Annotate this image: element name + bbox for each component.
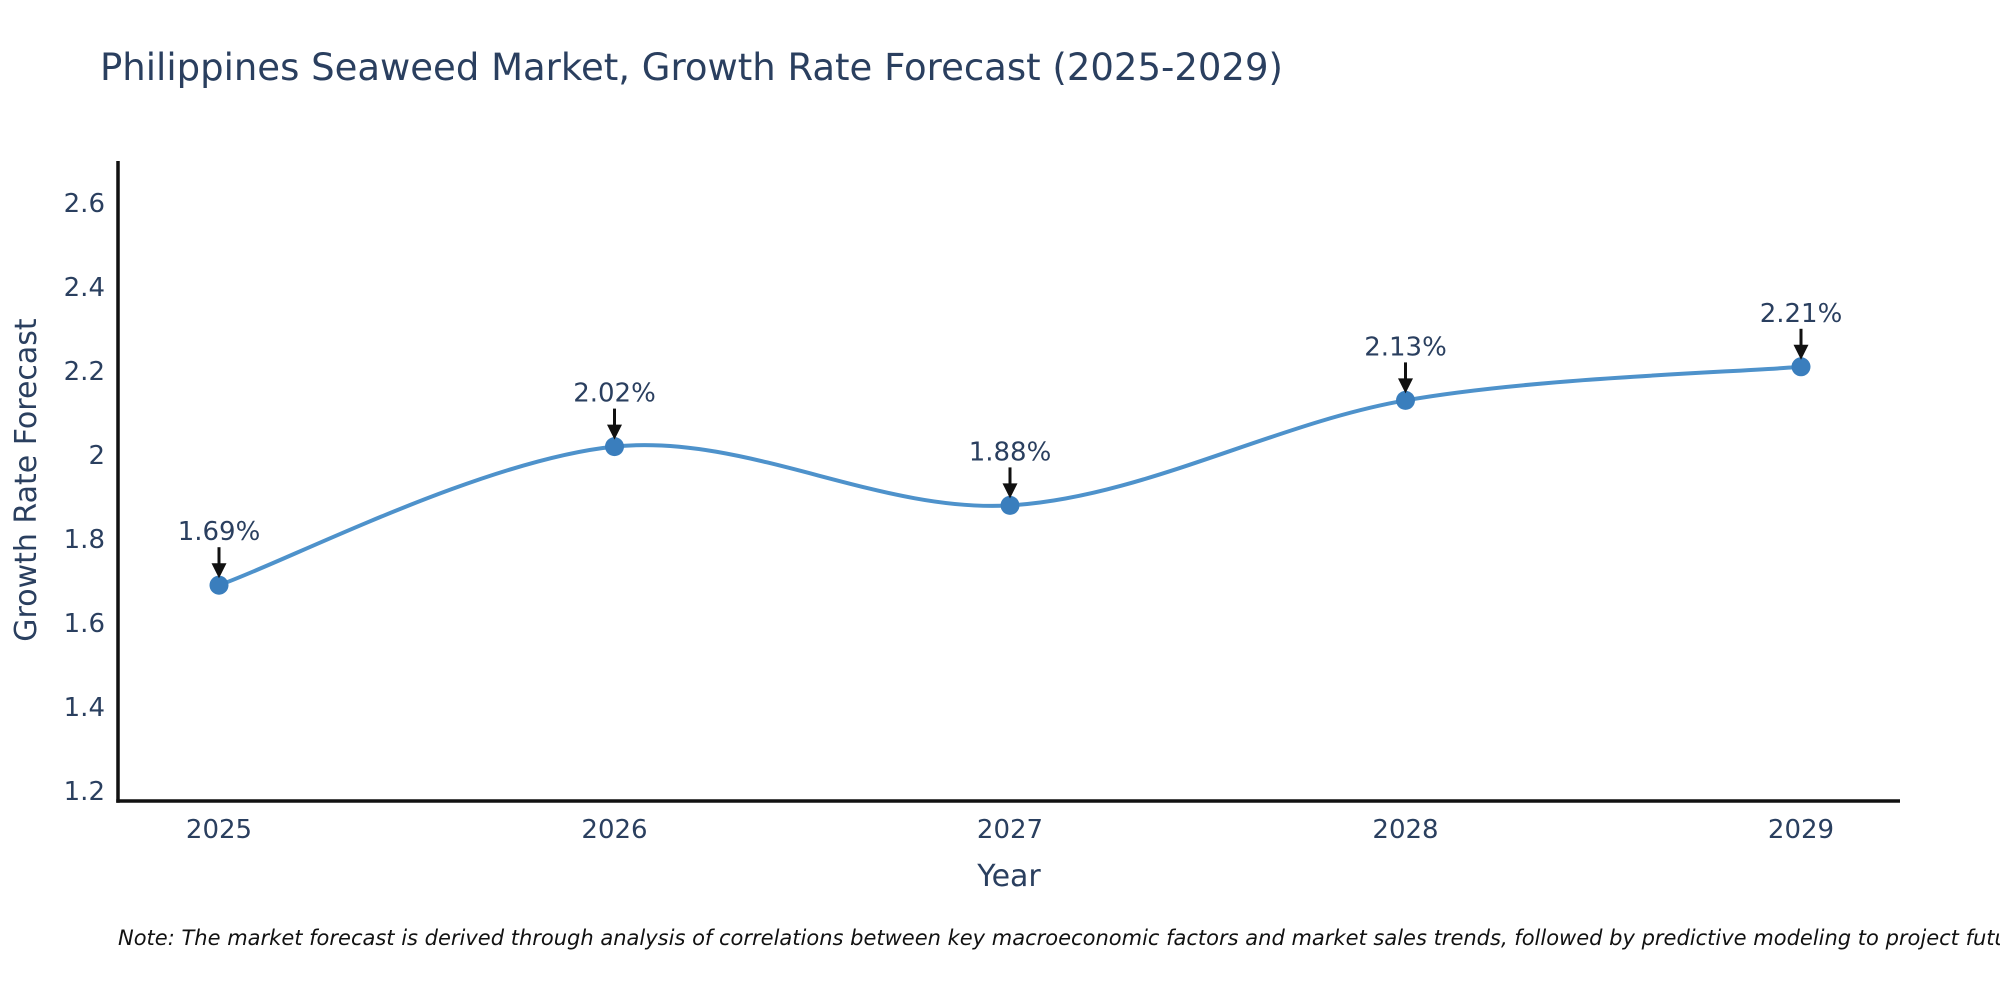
point-annotation-label: 2.21% <box>1760 299 1843 329</box>
note-text: Note: The market forecast is derived thr… <box>118 926 2000 950</box>
y-axis-title: Growth Rate Forecast <box>9 318 44 642</box>
annotation-arrow-head <box>1002 483 1018 499</box>
data-point-marker <box>209 575 229 595</box>
point-annotation-label: 2.02% <box>573 379 656 409</box>
data-point-marker <box>1791 357 1811 377</box>
x-tick-label: 2028 <box>1372 815 1438 845</box>
y-tick-label: 2.4 <box>64 273 105 303</box>
point-annotation-label: 2.13% <box>1364 332 1447 362</box>
y-tick-label: 1.8 <box>64 525 105 555</box>
x-axis-title: Year <box>976 859 1041 894</box>
chart-title: Philippines Seaweed Market, Growth Rate … <box>100 46 1283 89</box>
y-tick-label: 1.4 <box>64 693 105 723</box>
plot-series-group: 1.2 1.4 1.6 1.8 2 2.2 2.4 2.6 2025 2026 2027 2028 20… <box>64 161 1900 845</box>
data-point-marker <box>1000 495 1020 515</box>
y-tick-label: 2.2 <box>64 357 105 387</box>
x-tick-label: 2027 <box>977 815 1043 845</box>
annotation-arrow-head <box>1398 378 1413 394</box>
annotation-arrow-head <box>1793 344 1809 360</box>
y-tick-label: 2.6 <box>64 189 105 219</box>
y-tick-label: 1.2 <box>64 777 105 807</box>
point-annotation-label: 1.88% <box>969 437 1052 467</box>
data-point-marker <box>605 437 624 457</box>
x-tick-label: 2029 <box>1768 815 1834 845</box>
x-tick-label: 2025 <box>186 815 252 845</box>
point-annotation-label: 1.69% <box>178 517 261 547</box>
annotation-arrow-head <box>211 563 227 579</box>
annotation-arrow-head <box>607 424 622 440</box>
data-point-marker <box>1396 390 1415 410</box>
y-tick-label: 2 <box>88 441 105 471</box>
y-tick-label: 1.6 <box>64 609 105 639</box>
x-tick-label: 2026 <box>581 815 647 845</box>
